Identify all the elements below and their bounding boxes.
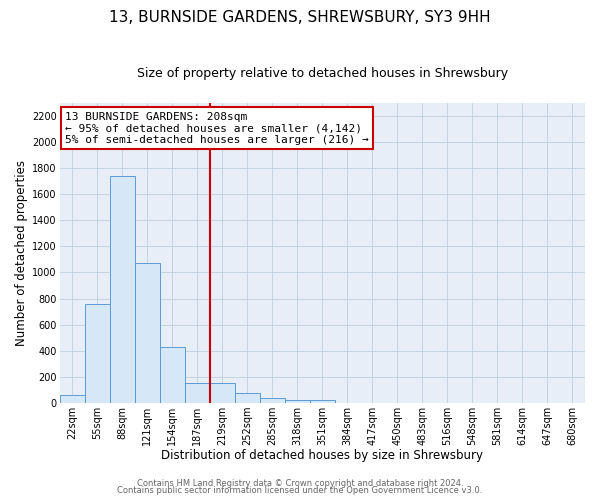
Bar: [85, 304, 110, 403]
Bar: [235, 392, 260, 403]
Bar: [310, 400, 335, 403]
Text: Contains public sector information licensed under the Open Government Licence v3: Contains public sector information licen…: [118, 486, 482, 495]
Y-axis label: Number of detached properties: Number of detached properties: [15, 160, 28, 346]
Text: 13, BURNSIDE GARDENS, SHREWSBURY, SY3 9HH: 13, BURNSIDE GARDENS, SHREWSBURY, SY3 9H…: [109, 10, 491, 25]
Bar: [110, 176, 135, 403]
Bar: [59, 395, 85, 403]
X-axis label: Distribution of detached houses by size in Shrewsbury: Distribution of detached houses by size …: [161, 450, 484, 462]
Bar: [185, 383, 210, 403]
Text: 13 BURNSIDE GARDENS: 208sqm
← 95% of detached houses are smaller (4,142)
5% of s: 13 BURNSIDE GARDENS: 208sqm ← 95% of det…: [65, 112, 368, 144]
Bar: [135, 263, 160, 403]
Bar: [285, 400, 310, 403]
Text: Contains HM Land Registry data © Crown copyright and database right 2024.: Contains HM Land Registry data © Crown c…: [137, 478, 463, 488]
Bar: [160, 347, 185, 403]
Bar: [210, 383, 235, 403]
Title: Size of property relative to detached houses in Shrewsbury: Size of property relative to detached ho…: [137, 68, 508, 80]
Bar: [260, 398, 285, 403]
